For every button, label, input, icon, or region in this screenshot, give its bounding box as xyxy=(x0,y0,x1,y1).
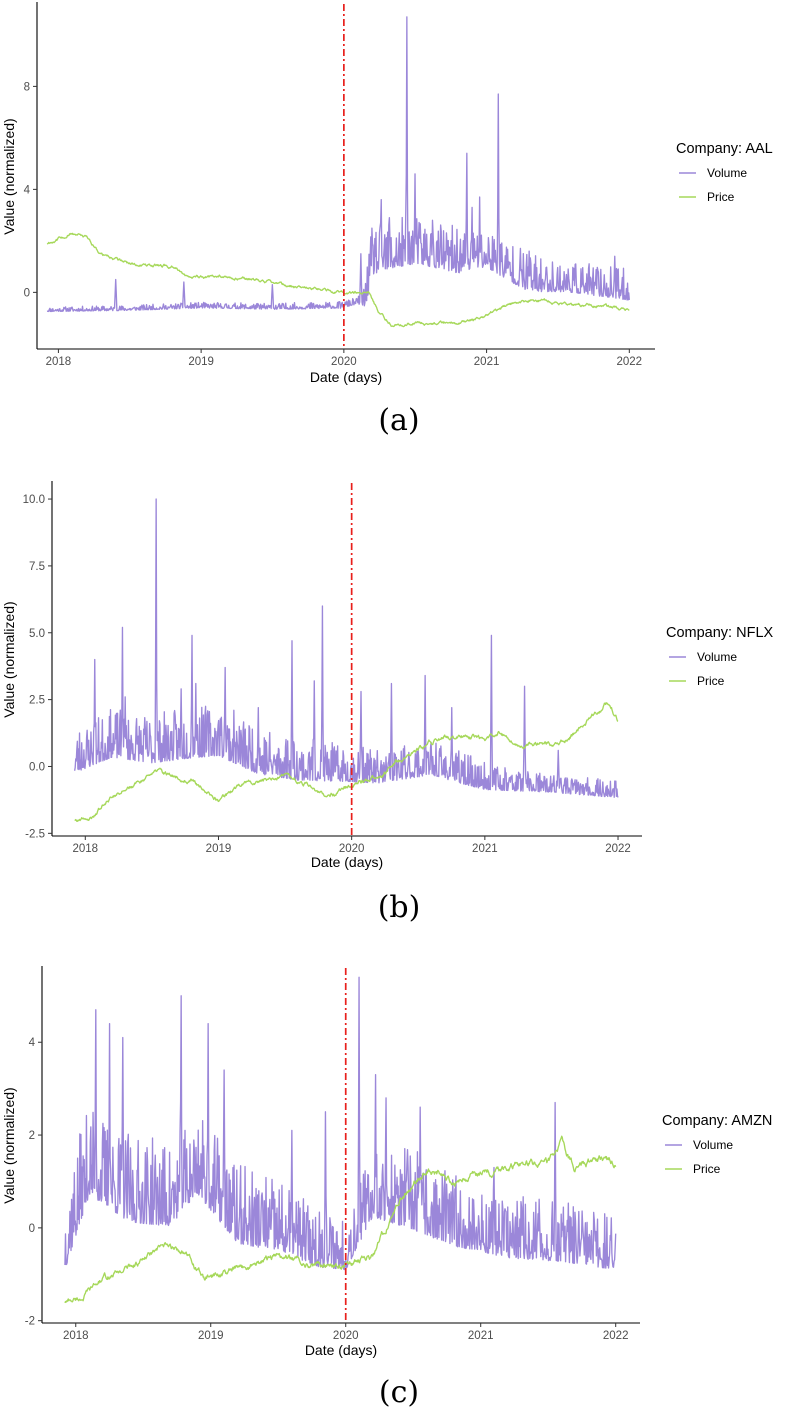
y-tick-label: -2 xyxy=(25,1316,35,1328)
panel-caption: (c) xyxy=(379,1375,419,1410)
x-tick-label: 2018 xyxy=(72,843,98,855)
legend-label-volume: Volume xyxy=(693,1138,733,1152)
y-tick-label: 0.0 xyxy=(29,761,45,773)
chart-panel-nflx: 2018 2019 2020 2021 2022 -2.5 0.0 2.5 5.0 7.5 10.0… xyxy=(1,481,774,925)
y-tick-label: 4 xyxy=(29,1037,36,1049)
series-line-price xyxy=(74,701,619,823)
panel-caption: (b) xyxy=(378,890,421,925)
x-tick-label: 2019 xyxy=(188,356,214,368)
legend-label-volume: Volume xyxy=(697,650,737,664)
legend-label-price: Price xyxy=(693,1162,721,1176)
x-tick-label: 2020 xyxy=(339,843,365,855)
series-line-price xyxy=(64,1135,617,1304)
chart-panel-aal: 2018 2019 2020 2021 2022 0 4 8 Date (days) Value … xyxy=(1,2,773,438)
legend-label-volume: Volume xyxy=(707,166,747,180)
y-tick-label: 7.5 xyxy=(29,561,45,573)
legend: Company: AMZN Volume Price xyxy=(662,1113,772,1176)
legend-title: Company: AAL xyxy=(676,141,773,157)
x-axis-title: Date (days) xyxy=(310,369,382,385)
y-tick-label: 0 xyxy=(24,287,30,299)
y-tick-label: 8 xyxy=(24,81,30,93)
y-tick-label: 10.0 xyxy=(23,494,45,506)
x-tick-label: 2021 xyxy=(468,1330,494,1342)
legend-label-price: Price xyxy=(697,674,725,688)
y-tick-label: 4 xyxy=(24,184,31,196)
x-axis-title: Date (days) xyxy=(305,1342,377,1358)
x-tick-label: 2021 xyxy=(472,843,498,855)
x-tick-label: 2018 xyxy=(63,1330,89,1342)
chart-panel-amzn: 2018 2019 2020 2021 2022 -2 0 2 4 Date (days) Valu… xyxy=(1,966,772,1410)
x-tick-label: 2022 xyxy=(603,1330,629,1342)
legend: Company: NFLX Volume Price xyxy=(666,625,774,688)
x-tick-label: 2019 xyxy=(198,1330,224,1342)
y-tick-label: 5.0 xyxy=(29,628,45,640)
x-tick-label: 2018 xyxy=(46,356,72,368)
y-tick-label: 2 xyxy=(29,1130,35,1142)
legend-title: Company: AMZN xyxy=(662,1113,772,1129)
y-axis-title: Value (normalized) xyxy=(1,1087,17,1203)
legend-label-price: Price xyxy=(707,190,735,204)
series-line-volume xyxy=(64,976,617,1271)
legend: Company: AAL Volume Price xyxy=(676,141,773,204)
x-tick-label: 2019 xyxy=(206,843,232,855)
y-tick-label: 2.5 xyxy=(29,695,45,707)
series-line-price xyxy=(46,232,630,328)
y-axis-title: Value (normalized) xyxy=(1,601,17,717)
x-tick-label: 2022 xyxy=(605,843,631,855)
y-axis-title: Value (normalized) xyxy=(1,118,17,234)
series-line-volume xyxy=(46,16,630,313)
series-line-volume xyxy=(73,498,619,798)
panel-caption: (a) xyxy=(378,403,419,438)
x-tick-label: 2022 xyxy=(617,356,643,368)
x-axis-title: Date (days) xyxy=(311,854,383,870)
x-tick-label: 2020 xyxy=(331,356,357,368)
y-tick-label: 0 xyxy=(29,1223,35,1235)
x-tick-label: 2020 xyxy=(333,1330,359,1342)
y-tick-label: -2.5 xyxy=(25,828,45,840)
legend-title: Company: NFLX xyxy=(666,625,774,641)
x-tick-label: 2021 xyxy=(474,356,500,368)
